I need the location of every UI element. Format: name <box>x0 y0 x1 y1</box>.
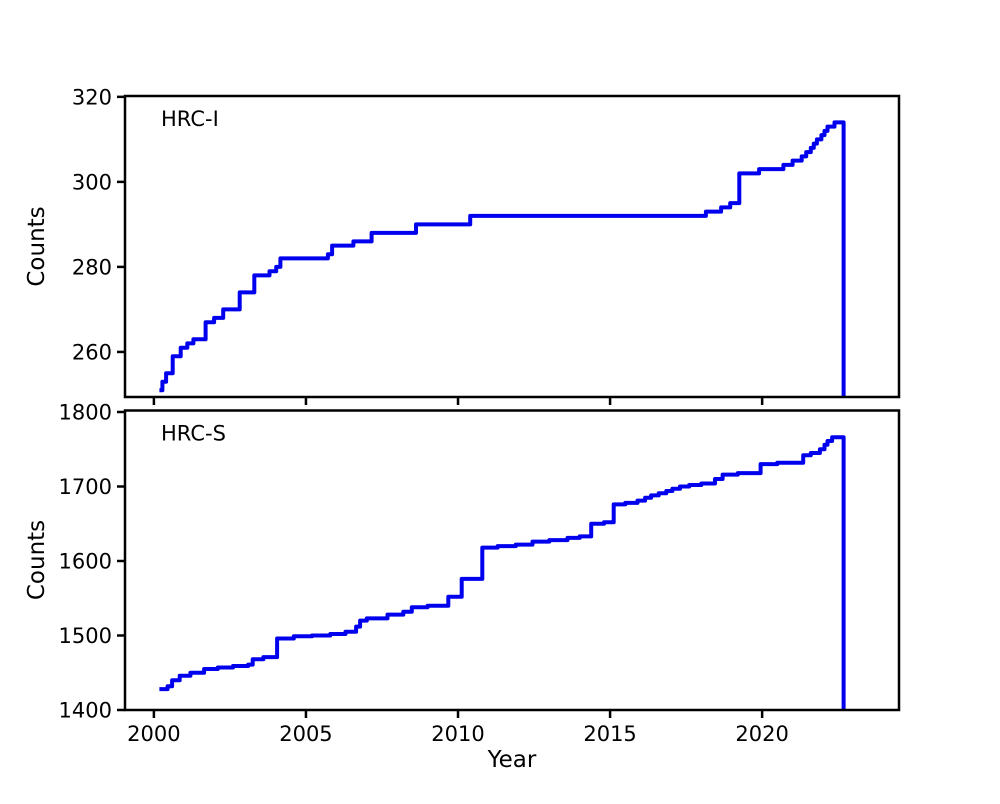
hrc-i-x-ticks <box>152 397 764 405</box>
y-tick-label: 260 <box>72 340 112 364</box>
hrc-i-y-ticks: 260 280 300 320 <box>72 85 125 364</box>
hrc-i-panel-label: HRC-I <box>161 107 219 131</box>
y-tick-label: 1400 <box>59 699 112 723</box>
hrc-s-panel-label: HRC-S <box>161 422 226 446</box>
panel-hrc-i: 260 280 300 320 HRC-I Counts <box>24 85 901 405</box>
hrc-i-series-line <box>159 120 846 397</box>
x-axis-label: Year <box>487 747 537 773</box>
y-tick-label: 1800 <box>59 400 112 424</box>
x-tick-label: 2005 <box>279 722 332 746</box>
x-tick-label: 2020 <box>735 722 788 746</box>
y-tick-label: 300 <box>72 170 112 194</box>
hrc-s-x-ticks: 2000 2005 2010 2015 2020 <box>127 710 789 746</box>
hrc-s-series-line <box>159 435 846 710</box>
y-tick-label: 280 <box>72 255 112 279</box>
x-tick-label: 2015 <box>583 722 636 746</box>
x-tick-label: 2010 <box>431 722 484 746</box>
y-tick-label: 320 <box>72 85 112 109</box>
y-tick-label: 1600 <box>59 549 112 573</box>
x-tick-label: 2000 <box>127 722 180 746</box>
hrc-i-y-axis-label: Counts <box>24 206 50 286</box>
panel-hrc-s: 2000 2005 2010 2015 2020 1400 1500 1600 1700 180… <box>24 400 901 746</box>
hrc-i-panel-border <box>123 94 901 399</box>
y-tick-label: 1500 <box>59 624 112 648</box>
hrc-s-y-ticks: 1400 1500 1600 1700 1800 <box>59 400 125 723</box>
hrc-s-y-axis-label: Counts <box>24 520 50 600</box>
y-tick-label: 1700 <box>59 475 112 499</box>
